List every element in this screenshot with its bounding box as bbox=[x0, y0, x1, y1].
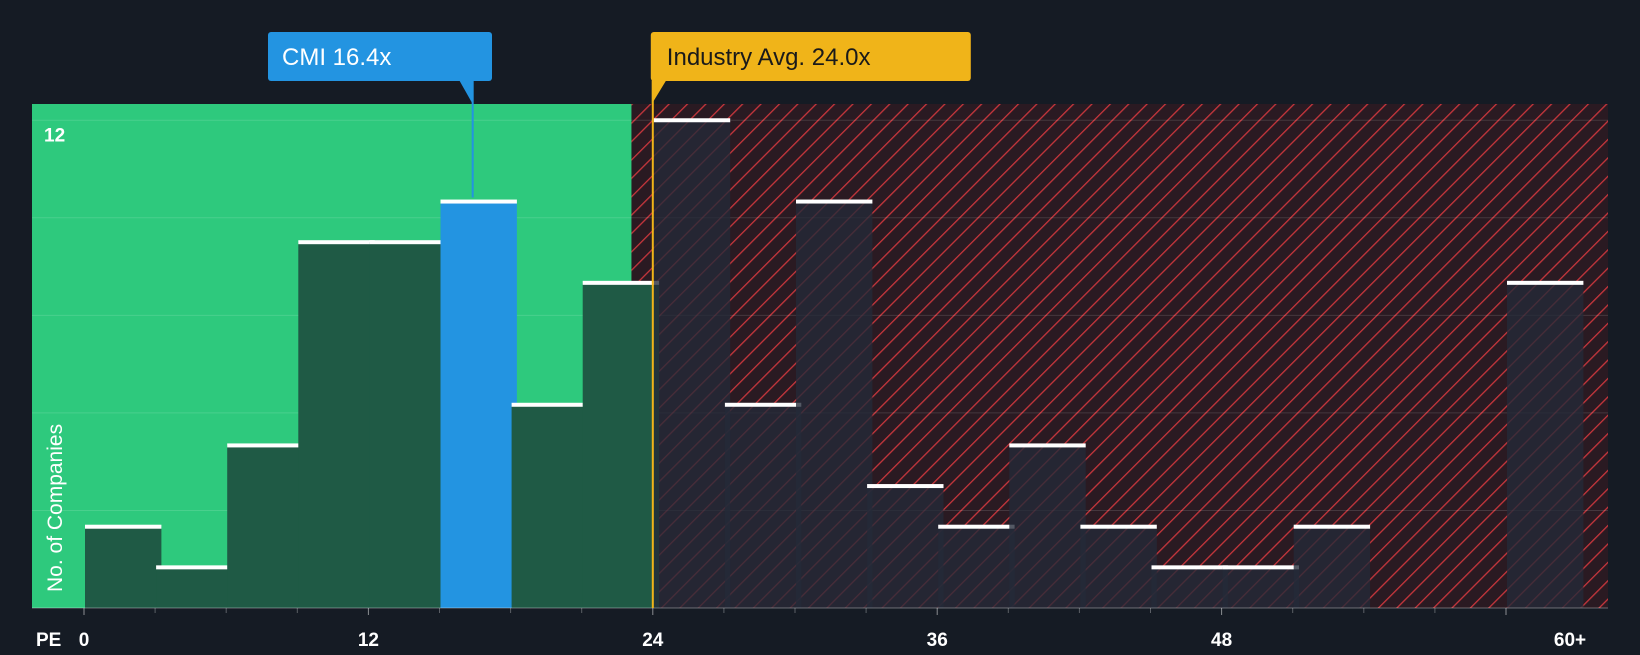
bar-body bbox=[440, 201, 517, 608]
histogram-bar bbox=[85, 524, 162, 608]
industry-label-text: Industry Avg. 24.0x bbox=[667, 44, 871, 71]
bar-cap bbox=[1293, 524, 1371, 529]
bar-body bbox=[796, 201, 873, 608]
bar-cap bbox=[227, 443, 304, 448]
x-tick-label: 12 bbox=[358, 630, 379, 650]
histogram-bar bbox=[156, 565, 233, 608]
company-label-pointer bbox=[459, 81, 473, 104]
bar-body bbox=[156, 567, 233, 608]
x-tick-label: 60+ bbox=[1554, 630, 1586, 650]
bar-cap bbox=[653, 118, 731, 123]
bar-body bbox=[1151, 567, 1228, 608]
bar-cap bbox=[85, 524, 162, 529]
bar-body bbox=[298, 242, 375, 608]
bar-cap bbox=[1151, 565, 1228, 570]
bar-body bbox=[1080, 526, 1157, 608]
bar-cap bbox=[938, 524, 1015, 529]
industry-label-pointer bbox=[651, 81, 666, 104]
bar-body bbox=[1507, 282, 1584, 608]
company-marker: CMI 16.4x bbox=[268, 32, 492, 198]
bar-cap bbox=[511, 402, 588, 407]
bar-cap bbox=[867, 484, 944, 489]
histogram-bar bbox=[1151, 565, 1228, 608]
bar-cap bbox=[156, 565, 233, 570]
bar-body bbox=[511, 404, 588, 608]
x-tick-label: 24 bbox=[642, 630, 664, 650]
histogram-bar bbox=[653, 118, 731, 609]
x-tick-label: 36 bbox=[927, 630, 948, 650]
bar-cap bbox=[796, 199, 873, 204]
company-label-text: CMI 16.4x bbox=[282, 44, 391, 71]
histogram-bar bbox=[511, 402, 588, 608]
histogram-bar bbox=[724, 402, 802, 608]
bar-body bbox=[1222, 567, 1299, 608]
histogram-bar bbox=[582, 280, 660, 608]
histogram-bar bbox=[227, 443, 304, 608]
histogram-bar bbox=[796, 199, 873, 608]
bar-cap bbox=[369, 240, 446, 245]
bar-cap bbox=[1222, 565, 1299, 570]
histogram-bar bbox=[1507, 280, 1584, 608]
bar-cap bbox=[298, 240, 375, 245]
x-tick-label: 0 bbox=[79, 630, 90, 650]
bar-body bbox=[582, 282, 660, 608]
bar-body bbox=[85, 526, 162, 608]
y-tick-label: 12 bbox=[44, 125, 65, 146]
bar-cap bbox=[1080, 524, 1157, 529]
bar-body bbox=[227, 445, 304, 608]
bar-body bbox=[653, 120, 731, 609]
bar-body bbox=[867, 486, 944, 608]
y-axis-label: No. of Companies bbox=[44, 424, 67, 592]
reference-markers: CMI 16.4x Industry Avg. 24.0x bbox=[268, 32, 971, 608]
bar-body bbox=[1009, 445, 1086, 608]
bar-cap bbox=[1009, 443, 1086, 448]
bar-cap bbox=[1507, 280, 1584, 285]
x-tick-label: 48 bbox=[1211, 630, 1232, 650]
y-axis-ticks: 12 bbox=[44, 125, 65, 146]
bar-cap bbox=[724, 402, 802, 407]
industry-average-marker: Industry Avg. 24.0x bbox=[650, 32, 971, 608]
bar-body bbox=[938, 526, 1015, 608]
histogram-bar bbox=[369, 240, 446, 608]
company-bar bbox=[440, 199, 517, 608]
histogram-bar bbox=[867, 484, 944, 608]
x-axis-label: PE bbox=[36, 630, 61, 650]
histogram-bar bbox=[1222, 565, 1299, 608]
x-axis-ticks: 0 12 24 36 48 60+ bbox=[79, 608, 1586, 651]
histogram-bars bbox=[85, 118, 1584, 609]
histogram-bar bbox=[298, 240, 375, 608]
histogram-bar bbox=[1293, 524, 1371, 608]
company-label-box bbox=[268, 32, 492, 81]
histogram-bar bbox=[1009, 443, 1086, 608]
bar-body bbox=[724, 404, 802, 608]
bar-cap bbox=[582, 280, 660, 285]
industry-label-box bbox=[650, 32, 971, 81]
bar-body bbox=[369, 242, 446, 608]
bar-cap bbox=[440, 199, 517, 204]
histogram-bar bbox=[938, 524, 1015, 608]
histogram-bar bbox=[1080, 524, 1157, 608]
bar-body bbox=[1293, 526, 1371, 608]
